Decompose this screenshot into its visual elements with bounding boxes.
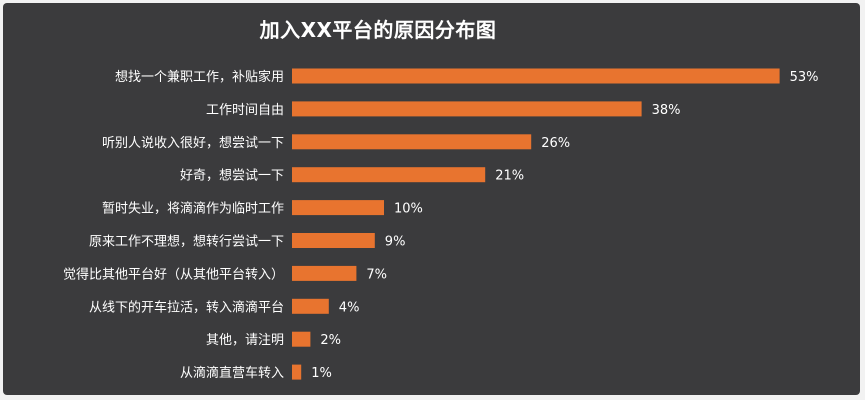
chart-frame: 加入XX平台的原因分布图 想找一个兼职工作，补贴家用 53% 工作时间自由 38% 听别… (3, 3, 860, 395)
bar (292, 364, 302, 380)
value-label: 10% (394, 202, 423, 217)
bar (292, 101, 642, 117)
category-label: 原来工作不理想，想转行尝试一下 (89, 234, 284, 250)
bar (292, 200, 384, 216)
value-label: 4% (339, 300, 360, 315)
value-label: 26% (541, 136, 570, 151)
bar (292, 331, 311, 347)
category-label: 好奇，想尝试一下 (180, 168, 284, 184)
category-label: 觉得比其他平台好（从其他平台转入） (63, 266, 284, 282)
bar (292, 265, 357, 281)
value-label: 21% (495, 169, 524, 184)
value-label: 1% (311, 366, 332, 381)
category-label: 从线下的开车拉活，转入滴滴平台 (89, 299, 284, 315)
value-label: 53% (790, 70, 819, 85)
category-label: 工作时间自由 (206, 103, 284, 118)
category-label: 听别人说收入很好，想尝试一下 (102, 135, 284, 151)
value-label: 2% (320, 333, 341, 348)
category-label: 其他，请注明 (206, 333, 284, 348)
value-label: 9% (385, 235, 406, 250)
bar (292, 233, 375, 248)
value-label: 7% (366, 267, 387, 282)
category-label: 想找一个兼职工作，补贴家用 (115, 69, 284, 85)
category-label: 从滴滴直营车转入 (180, 365, 284, 381)
bar (292, 298, 329, 314)
bar (292, 167, 486, 183)
bar (292, 134, 532, 150)
chart-title: 加入XX平台的原因分布图 (259, 18, 497, 42)
value-label: 38% (652, 103, 681, 118)
bar (292, 68, 780, 84)
category-label: 暂时失业，将滴滴作为临时工作 (102, 201, 284, 217)
bar-chart: 想找一个兼职工作，补贴家用 53% 工作时间自由 38% 听别人说收入很好，想尝试一下 2… (63, 68, 819, 381)
